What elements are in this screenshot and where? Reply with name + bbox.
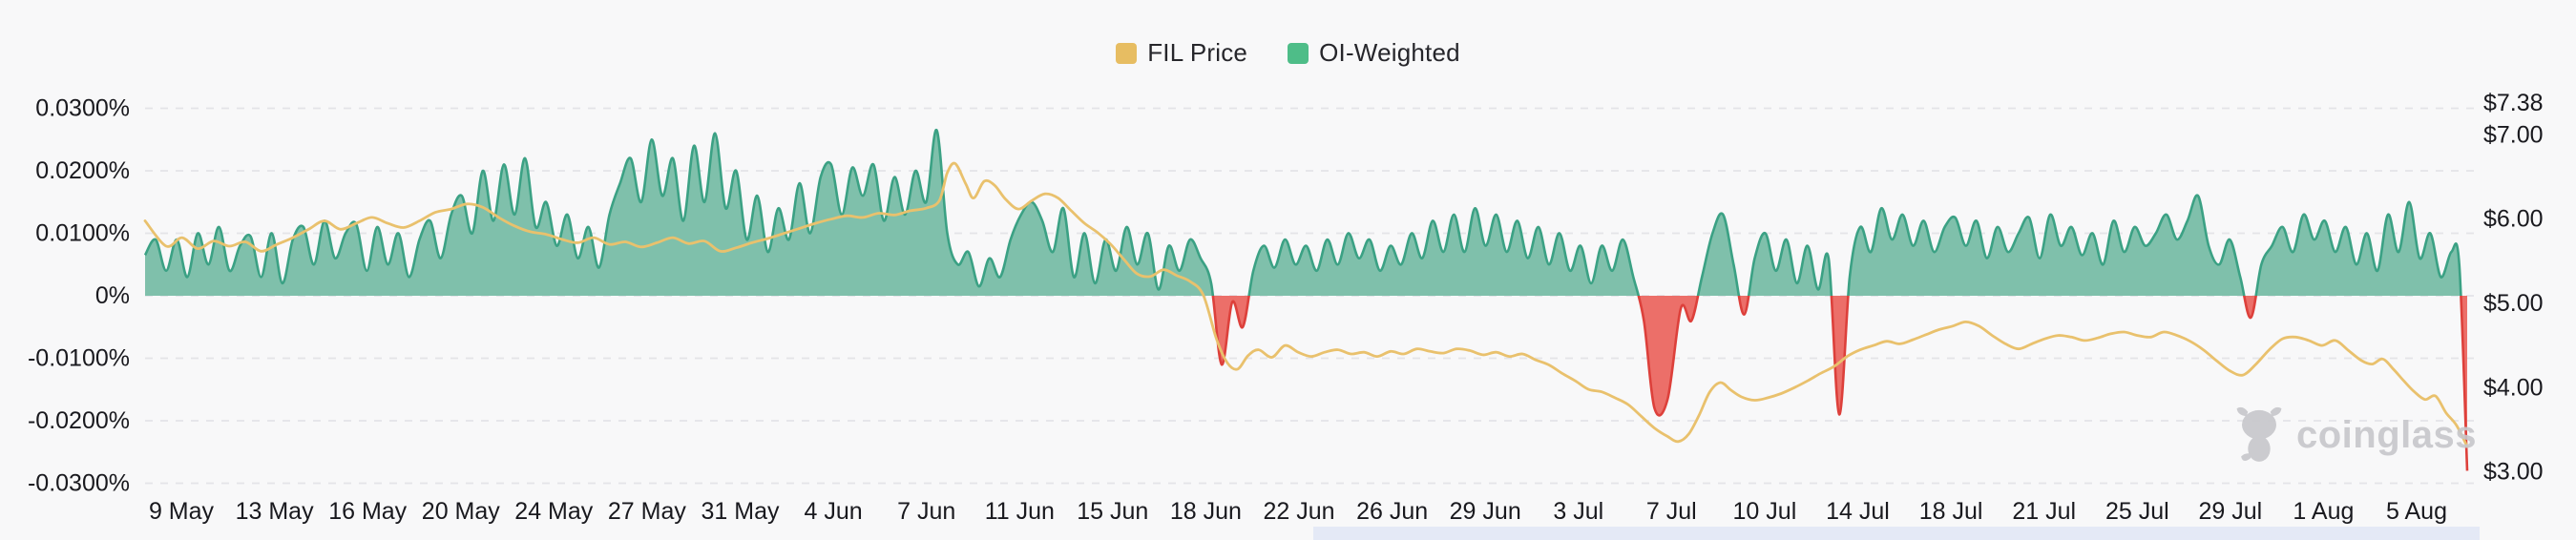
x-axis-label: 29 Jun: [1450, 498, 1521, 525]
y-axis-right-label: $3.00: [2483, 459, 2544, 486]
legend-item-fil-price[interactable]: FIL Price: [1116, 38, 1247, 68]
x-axis-label: 15 Jun: [1077, 498, 1148, 525]
oi-weighted-swatch-icon: [1288, 42, 1309, 64]
legend-label-fil-price: FIL Price: [1147, 38, 1248, 67]
chart-legend: FIL Price OI-Weighted: [0, 38, 2576, 68]
y-axis-right: $7.38 $7.00 $6.00 $5.00 $4.00 $3.00: [2483, 90, 2544, 486]
x-axis-label: 7 Jul: [1646, 498, 1697, 525]
x-axis-label: 21 Jul: [2012, 498, 2076, 525]
funding-area-positive: [145, 130, 2467, 296]
coinglass-watermark: coinglass: [2233, 405, 2477, 466]
legend-item-oi-weighted[interactable]: OI-Weighted: [1288, 38, 1460, 68]
fil-price-line-series: [143, 161, 2469, 448]
oi-weighted-area-series: [143, 129, 2469, 471]
y-axis-right-label: $4.00: [2483, 374, 2544, 401]
x-axis-label: 16 May: [328, 498, 407, 525]
x-axis-label: 25 Jul: [2105, 498, 2169, 525]
watermark-text: coinglass: [2296, 413, 2478, 456]
y-axis-left: 0.0300% 0.0200% 0.0100% 0% -0.0100% -0.0200% -…: [28, 95, 130, 497]
x-axis-label: 22 Jun: [1263, 498, 1334, 525]
coinglass-bull-icon: [2236, 406, 2282, 462]
y-axis-left-label: 0%: [95, 282, 130, 309]
x-axis-label: 14 Jul: [1826, 498, 1890, 525]
y-axis-right-label: $5.00: [2483, 290, 2544, 317]
x-axis-label: 31 May: [702, 498, 780, 525]
x-axis-label: 20 May: [422, 498, 500, 525]
funding-line-negative: [1211, 296, 2469, 471]
x-axis-label: 3 Jul: [1553, 498, 1603, 525]
bottom-scrollbar[interactable]: [1313, 527, 2480, 540]
x-axis-label: 1 Aug: [2293, 498, 2354, 525]
y-axis-left-label: -0.0300%: [28, 470, 130, 497]
y-axis-right-label: $7.38: [2483, 90, 2544, 116]
x-axis-label: 9 May: [149, 498, 215, 525]
x-axis-label: 27 May: [608, 498, 686, 525]
x-axis-label: 24 May: [514, 498, 593, 525]
y-axis-right-label: $7.00: [2483, 121, 2544, 148]
fil-price-swatch-icon: [1116, 42, 1138, 64]
y-axis-right-label: $6.00: [2483, 206, 2544, 233]
x-axis-label: 29 Jul: [2198, 498, 2262, 525]
x-axis-label: 10 Jul: [1733, 498, 1797, 525]
x-axis-label: 5 Aug: [2386, 498, 2447, 525]
x-axis-label: 4 Jun: [805, 498, 863, 525]
x-axis-label: 7 Jun: [897, 498, 955, 525]
x-axis-label: 13 May: [236, 498, 314, 525]
y-axis-left-label: -0.0100%: [28, 345, 130, 372]
x-axis-label: 18 Jul: [1919, 498, 1983, 525]
funding-line-positive: [143, 129, 2462, 296]
x-axis: 9 May 13 May 16 May 20 May 24 May 27 May 31 Ma…: [149, 498, 2447, 525]
y-axis-left-label: 0.0200%: [35, 157, 130, 184]
y-axis-left-label: -0.0200%: [28, 407, 130, 434]
x-axis-label: 11 Jun: [985, 498, 1055, 525]
y-axis-left-label: 0.0300%: [35, 95, 130, 122]
y-axis-left-label: 0.0100%: [35, 220, 130, 247]
x-axis-label: 26 Jun: [1356, 498, 1428, 525]
funding-area-negative: [145, 296, 2467, 471]
legend-label-oi-weighted: OI-Weighted: [1319, 38, 1460, 67]
x-axis-label: 18 Jun: [1170, 498, 1242, 525]
